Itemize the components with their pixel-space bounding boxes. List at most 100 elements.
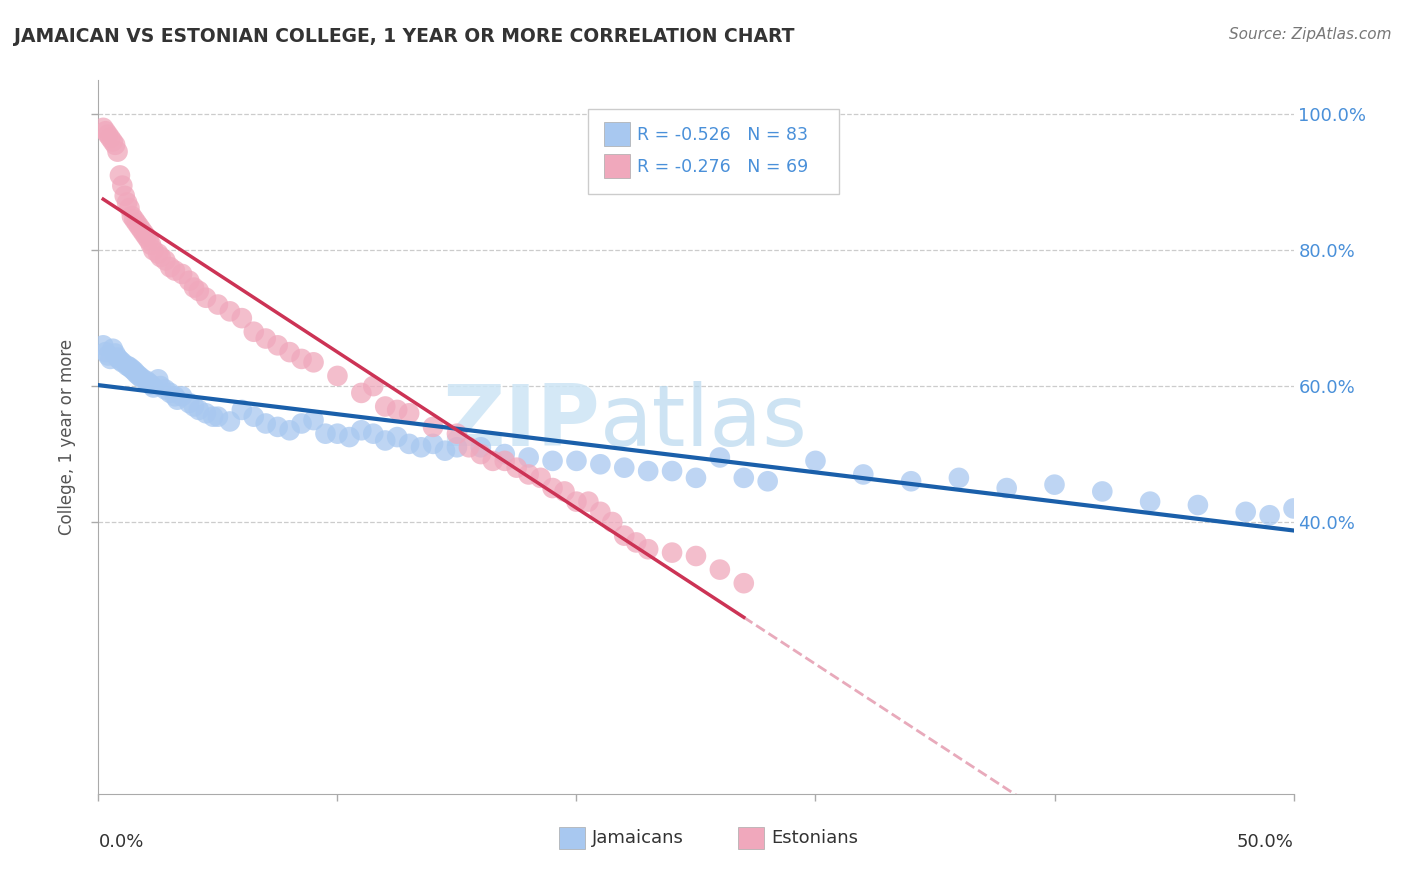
Point: [385, 430, 409, 444]
Point: [530, 471, 553, 485]
Point: [118, 360, 141, 375]
Point: [142, 380, 165, 394]
Point: [267, 338, 290, 352]
Point: [163, 389, 186, 403]
Point: [243, 409, 266, 424]
Point: [94, 124, 117, 138]
Point: [159, 385, 181, 400]
Y-axis label: College, 1 year or more: College, 1 year or more: [58, 339, 76, 535]
Point: [118, 201, 141, 215]
Point: [302, 413, 325, 427]
Point: [98, 131, 122, 145]
Point: [243, 325, 266, 339]
Point: [481, 454, 505, 468]
Point: [107, 145, 129, 159]
Point: [350, 385, 373, 400]
Point: [108, 353, 131, 368]
Point: [554, 484, 576, 499]
Point: [1187, 498, 1209, 512]
Point: [148, 246, 170, 260]
Point: [446, 426, 468, 441]
Point: [602, 515, 624, 529]
Bar: [605, 122, 630, 146]
Point: [149, 379, 172, 393]
Point: [108, 169, 131, 183]
Point: [1139, 494, 1161, 508]
Point: [709, 563, 731, 577]
Point: [138, 376, 160, 390]
Point: [135, 229, 157, 244]
Point: [374, 400, 396, 414]
Point: [948, 471, 970, 485]
Point: [98, 351, 122, 366]
Point: [541, 481, 564, 495]
Point: [195, 406, 218, 420]
Text: Source: ZipAtlas.com: Source: ZipAtlas.com: [1229, 27, 1392, 42]
Point: [589, 457, 612, 471]
Point: [565, 454, 588, 468]
Point: [685, 549, 707, 563]
Point: [172, 267, 194, 281]
Point: [124, 212, 146, 227]
Point: [900, 475, 922, 489]
Point: [626, 535, 648, 549]
Point: [128, 368, 150, 383]
Point: [111, 355, 134, 369]
Bar: [605, 154, 630, 178]
Point: [148, 372, 170, 386]
Point: [363, 426, 385, 441]
Point: [179, 274, 201, 288]
Point: [637, 542, 659, 557]
Point: [422, 420, 444, 434]
Point: [111, 178, 134, 193]
Point: [125, 367, 148, 381]
Point: [179, 396, 201, 410]
Point: [315, 426, 337, 441]
Point: [506, 460, 529, 475]
Point: [183, 280, 205, 294]
Point: [398, 406, 420, 420]
Point: [155, 383, 177, 397]
Point: [219, 304, 242, 318]
Point: [155, 253, 177, 268]
Point: [661, 546, 683, 560]
Point: [207, 297, 229, 311]
Point: [578, 494, 600, 508]
Point: [121, 209, 143, 223]
Point: [756, 475, 779, 489]
Point: [685, 471, 707, 485]
Text: atlas: atlas: [600, 381, 808, 465]
Text: Jamaicans: Jamaicans: [592, 830, 683, 847]
Point: [302, 355, 325, 369]
Point: [114, 189, 136, 203]
Point: [132, 226, 155, 240]
Bar: [738, 828, 763, 849]
Point: [202, 409, 225, 424]
Point: [422, 437, 444, 451]
Point: [470, 440, 492, 454]
Point: [115, 195, 138, 210]
Point: [398, 437, 420, 451]
Point: [363, 379, 385, 393]
Point: [121, 362, 143, 376]
Text: Estonians: Estonians: [772, 830, 858, 847]
Point: [339, 430, 361, 444]
Point: [1091, 484, 1114, 499]
Point: [709, 450, 731, 465]
Point: [613, 528, 636, 542]
Point: [385, 403, 409, 417]
Point: [195, 291, 218, 305]
Point: [101, 135, 124, 149]
Point: [149, 250, 172, 264]
Point: [131, 223, 153, 237]
Point: [254, 332, 277, 346]
Point: [517, 450, 540, 465]
Text: 0.0%: 0.0%: [98, 833, 143, 851]
Point: [350, 423, 373, 437]
Point: [1043, 477, 1066, 491]
Point: [613, 460, 636, 475]
Point: [494, 454, 516, 468]
Point: [804, 454, 827, 468]
Point: [91, 338, 114, 352]
Point: [94, 345, 117, 359]
